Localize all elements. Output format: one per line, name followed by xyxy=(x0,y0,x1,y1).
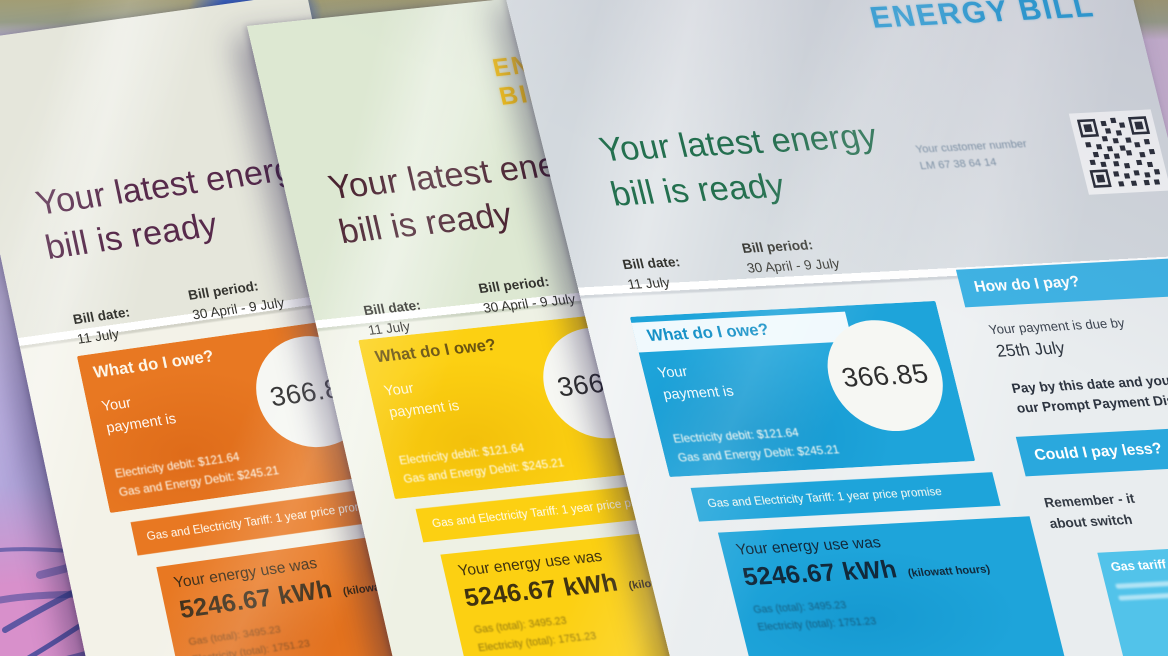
owe-title: What do I owe? xyxy=(645,320,771,345)
payment-label: Your payment is xyxy=(656,364,736,403)
bill-period-block: Bill period: 30 April - 9 July xyxy=(740,236,841,275)
bill-date-value: 11 July xyxy=(625,274,672,292)
masthead-title: ENERGY BILL xyxy=(866,0,1098,35)
tariff-strip: Gas and Electricity Tariff: 1 year price… xyxy=(690,472,1001,522)
debit-lines: Electricity debit: $121.64 Gas and Energ… xyxy=(114,444,281,502)
due-label: Your payment is due by xyxy=(987,315,1127,338)
payment-label: Your payment is xyxy=(382,380,461,421)
faint-text-line xyxy=(1115,579,1168,589)
bill-period-label: Bill period: xyxy=(740,237,815,256)
owe-title-strip: What do I owe? xyxy=(631,311,853,353)
page-title: Your latest energy bill is ready xyxy=(595,111,957,218)
heading-line2: bill is ready xyxy=(335,195,516,251)
bill-period-value: 30 April - 9 July xyxy=(745,255,842,276)
due-date: 25th July xyxy=(994,338,1067,361)
heading-line1: Your latest energy xyxy=(595,116,882,170)
remember-note: Remember - it about switch xyxy=(1042,490,1137,532)
debit-lines: Electricity debit: $121.64 Gas and Energ… xyxy=(671,423,841,468)
payment-label: Your payment is xyxy=(100,395,178,437)
debit-lines: Electricity debit: $121.64 Gas and Energ… xyxy=(397,436,566,489)
gas-tariff-box-title: Gas tariff xyxy=(1109,557,1168,574)
qr-code xyxy=(1068,109,1168,195)
bill-date-label: Bill date: xyxy=(620,254,682,273)
could-i-pay-less-header: Could I pay less? xyxy=(1015,425,1168,477)
gas-tariff-box: Gas tariff xyxy=(1097,545,1168,656)
bill-period-block: Bill period: 30 April - 9 July xyxy=(477,272,577,316)
bill-date-block: Bill date: 11 July xyxy=(621,254,687,292)
bill-date-label: Bill date: xyxy=(361,297,423,319)
amount-value: 366.85 xyxy=(838,358,932,393)
bill-date-block: Bill date: 11 July xyxy=(72,304,136,346)
bill-blue: ENERGY BILL Your customer number LM 67 3… xyxy=(505,0,1168,656)
bill-date-value: 11 July xyxy=(75,326,121,347)
owe-box: What do I owe? Your payment is 366.85 El… xyxy=(629,300,976,478)
usage-box: Your energy use was 5246.67 kWh (kilowat… xyxy=(717,516,1068,656)
bill-date-block: Bill date: 11 July xyxy=(362,298,427,338)
bill-date-label: Bill date: xyxy=(71,304,132,328)
how-do-i-pay-header: How do I pay? xyxy=(955,257,1168,308)
pay-note: Pay by this date and you'll our Prompt P… xyxy=(1009,372,1168,416)
usage-unit: (kilowatt hours) xyxy=(906,563,992,580)
heading-line2: bill is ready xyxy=(606,166,789,214)
bill-period-value: 30 April - 9 July xyxy=(481,291,577,316)
bill-period-block: Bill period: 30 April - 9 July xyxy=(187,275,286,322)
faint-text-line xyxy=(1118,592,1168,601)
